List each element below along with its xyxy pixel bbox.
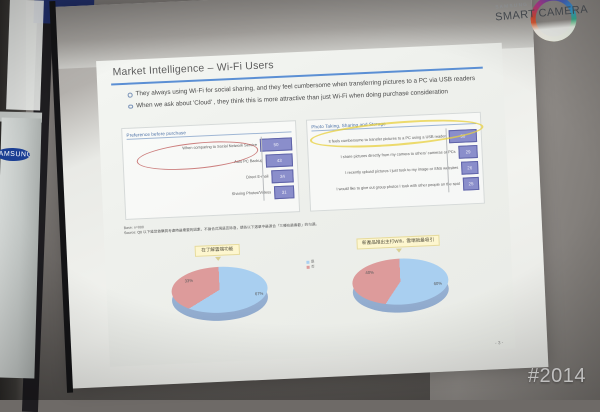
pie-left-legend: 是 否 [305,259,315,270]
pie-right-value-red: 40% [365,269,374,276]
pie-chart-right-title: 新產品推出主打Wifi，雲端就最吸引 [355,234,441,250]
bar-category-label: When comparing to Social Network Service [182,141,258,150]
pie-chart-left-graphic: 67% 33% [170,261,269,327]
bar-category-label: Auto PC Backup [234,157,263,164]
slide-title: Market Intelligence – Wi-Fi Users [112,59,274,79]
pie-chart-left: 在了解雲端功能 67% 33% 是 否 [134,234,315,347]
bar-category-label: I share pictures directly from my camera… [340,148,456,159]
bar-category-label: Sharing Photos/Videos [231,188,272,196]
bar-value: 31 [273,184,295,199]
bar-value: 43 [265,152,294,168]
legend-item: 否 [306,265,315,270]
bar-chart-right-plot: It feels cumbersome to transfer pictures… [312,127,480,198]
legend-swatch-yes [305,260,310,264]
pie-chart-left-title: 在了解雲端功能 [194,243,240,257]
bar-category-label: I would like to give out group photos I … [336,180,461,191]
pie-chart-row: 在了解雲端功能 67% 33% 是 否 [120,225,498,348]
bar-category-label: I recently upload pictures I just took t… [345,164,459,175]
pie-chart-right: 新產品推出主打Wifi，雲端就最吸引 60% 40% [315,226,485,339]
projection-screen: Market Intelligence – Wi-Fi Users They a… [49,0,588,393]
legend-swatch-no [306,265,310,269]
bar-category-label: It feels cumbersome to transfer pictures… [328,132,446,144]
pie-callout-arrow [214,256,221,261]
presentation-slide: Market Intelligence – Wi-Fi Users They a… [96,42,516,367]
photo-watermark: #2014 [527,365,586,387]
bar-category-label: Direct E-mail [246,173,269,180]
bar-chart-left-plot: When comparing to Social Network Service… [127,135,295,206]
legend-label-no: 否 [311,264,315,269]
bar-chart-row: Preference before purchase When comparin… [121,111,485,221]
pie-left-value-blue: 67% [254,290,264,297]
bar-value: 34 [271,168,294,183]
samsung-smart-camera-logo: SAMSUNG SMART CAMERA [485,0,588,51]
pie-left-value-red: 33% [184,277,194,284]
pie-callout-arrow [395,248,402,253]
pie-chart-right-graphic: 60% 40% [350,252,450,318]
bar-value: 50 [448,128,478,143]
bar-chart-right: Photo Taking, Sharing and Storage It fee… [305,111,485,212]
bar-value: 29 [458,144,478,159]
bar-value: 50 [259,136,293,152]
pie-right-value-blue: 60% [433,280,443,287]
bar-value: 26 [460,160,479,175]
slide-page-number: - 3 - [494,339,504,346]
background-white-panel [6,0,44,111]
bar-value: 25 [462,176,480,191]
bar-chart-left: Preference before purchase When comparin… [121,120,301,221]
